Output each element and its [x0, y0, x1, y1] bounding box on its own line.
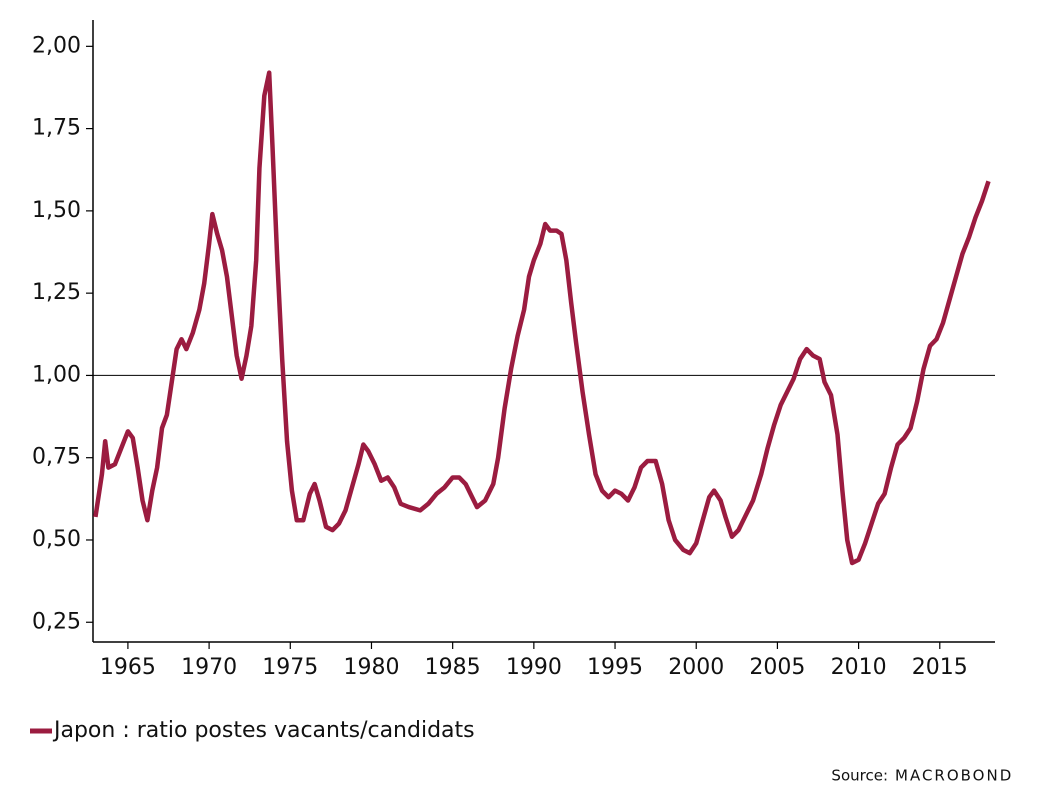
- y-tick-label: 1,75: [32, 116, 81, 141]
- y-tick-label: 0,50: [32, 527, 81, 552]
- y-tick-label: 2,00: [32, 33, 81, 58]
- x-tick-label: 1975: [262, 655, 318, 680]
- x-tick-label: 1980: [343, 655, 399, 680]
- source-brand: MACROBOND: [895, 767, 1013, 785]
- y-tick-label: 1,00: [32, 362, 81, 387]
- x-tick-label: 1990: [506, 655, 562, 680]
- x-tick-label: 2015: [912, 655, 968, 680]
- y-tick-label: 1,50: [32, 198, 81, 223]
- x-tick-label: 2000: [668, 655, 724, 680]
- y-tick-label: 0,25: [32, 609, 81, 634]
- y-tick-label: 1,25: [32, 280, 81, 305]
- x-tick-label: 1985: [425, 655, 481, 680]
- y-tick-label: 0,75: [32, 445, 81, 470]
- legend-label: Japon : ratio postes vacants/candidats: [52, 718, 475, 743]
- x-tick-label: 1970: [181, 655, 237, 680]
- x-tick-label: 1995: [587, 655, 643, 680]
- x-tick-label: 2005: [749, 655, 805, 680]
- x-tick-label: 2010: [831, 655, 887, 680]
- x-tick-label: 1965: [100, 655, 156, 680]
- data-line: [93, 70, 991, 566]
- source-label: Source:: [831, 767, 888, 785]
